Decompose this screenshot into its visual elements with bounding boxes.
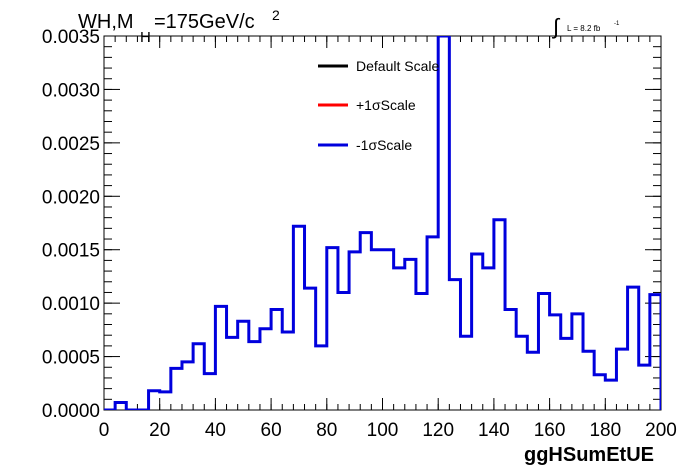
series--1σScale [104, 36, 661, 410]
integral-symbol: ∫ [551, 14, 561, 39]
chart-title: WH,M H =175GeV/c 2 [78, 7, 280, 46]
legend-label-minus-one-sigma: -1σScale [356, 137, 412, 153]
x-tick-label: 40 [205, 420, 226, 441]
legend-entry-plus-one-sigma: +1σScale [318, 97, 416, 113]
legend-entry-minus-one-sigma: -1σScale [318, 137, 412, 153]
y-tick-label: 0.0025 [42, 134, 100, 155]
x-tick-label: 0 [99, 420, 110, 441]
x-tick-label: 160 [534, 420, 566, 441]
legend-label-default: Default Scale [356, 58, 439, 74]
y-tick-label: 0.0015 [42, 241, 100, 262]
y-tick-label: 0.0005 [42, 348, 100, 369]
x-tick-label: 200 [645, 420, 677, 441]
x-axis-label: ggHSumEtUE [524, 444, 654, 466]
x-tick-label: 100 [367, 420, 399, 441]
x-tick-label: 180 [589, 420, 621, 441]
y-tick-label: 0.0035 [42, 27, 100, 48]
legend-label-plus-one-sigma: +1σScale [356, 97, 416, 113]
title-main: WH,M [78, 11, 134, 33]
y-tick-label: 0.0010 [42, 294, 100, 315]
luminosity-label: ∫ L = 8.2 fb -1 [551, 14, 620, 39]
y-tick-label: 0.0020 [42, 187, 100, 208]
x-tick-label: 80 [316, 420, 337, 441]
series-line [104, 36, 661, 410]
legend: Default Scale +1σScale -1σScale [318, 58, 439, 153]
luminosity-superscript: -1 [614, 21, 620, 27]
x-tick-label: 20 [149, 420, 170, 441]
series-layer [104, 36, 661, 410]
x-tick-label: 60 [261, 420, 282, 441]
y-tick-label: 0.0030 [42, 80, 100, 101]
title-superscript: 2 [272, 7, 280, 23]
title-rest: =175GeV/c [154, 11, 255, 33]
legend-entry-default: Default Scale [318, 58, 439, 74]
x-tick-label: 140 [478, 420, 510, 441]
luminosity-text: L = 8.2 fb [567, 24, 601, 33]
x-tick-label: 120 [422, 420, 454, 441]
y-axis-tick-labels: 0.0000 0.0005 0.0010 0.0015 0.0020 0.0025 0.00… [42, 27, 100, 422]
y-tick-label: 0.0000 [42, 401, 100, 422]
y-axis-ticks [104, 35, 661, 411]
x-axis-tick-labels: 0 20 40 60 80 100 120 140 160 180 200 [99, 420, 677, 441]
title-subscript: H [140, 29, 151, 46]
